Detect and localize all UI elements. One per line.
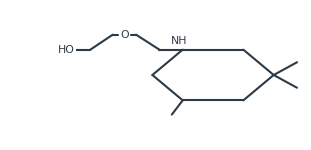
Text: NH: NH [170, 36, 187, 46]
Text: O: O [120, 30, 129, 40]
Text: HO: HO [58, 45, 75, 55]
